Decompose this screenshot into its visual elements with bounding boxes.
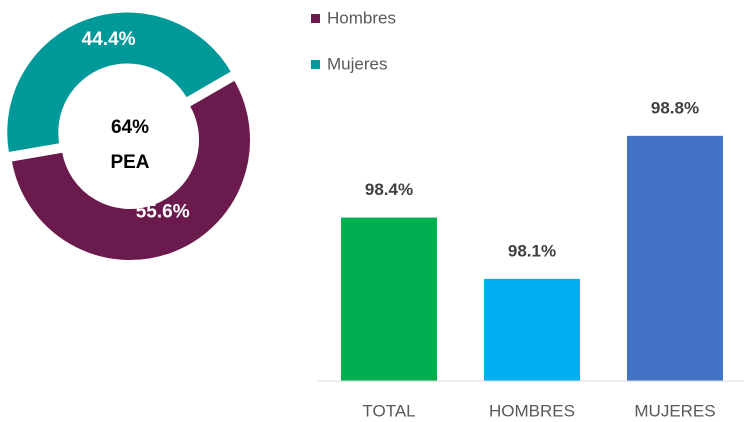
donut-segment [5, 10, 234, 155]
legend-swatch [311, 60, 320, 69]
data-label: 98.4% [365, 180, 413, 199]
x-tick-label: TOTAL [362, 401, 415, 420]
bar [484, 278, 580, 381]
donut-segment [9, 78, 252, 262]
data-label: 44.4% [82, 29, 136, 50]
bar [627, 135, 723, 381]
x-tick-label: MUJERES [634, 401, 715, 420]
data-label: 98.8% [651, 98, 699, 117]
data-label: 55.6% [136, 202, 190, 223]
legend-swatch [311, 14, 320, 23]
x-tick-label: HOMBRES [489, 401, 575, 420]
data-label: 98.1% [508, 241, 556, 260]
bar [341, 217, 437, 381]
legend-label: Mujeres [327, 54, 387, 73]
center-label: 64% [111, 117, 149, 138]
legend-label: Hombres [327, 8, 396, 27]
center-label: PEA [110, 152, 149, 173]
